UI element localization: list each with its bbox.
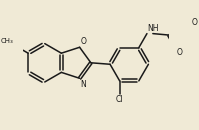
Text: O: O xyxy=(192,18,198,27)
Text: Cl: Cl xyxy=(116,95,123,104)
Text: O: O xyxy=(177,48,182,57)
Text: N: N xyxy=(80,80,86,89)
Text: O: O xyxy=(80,37,86,46)
Text: NH: NH xyxy=(148,24,159,33)
Text: CH₃: CH₃ xyxy=(1,38,13,44)
